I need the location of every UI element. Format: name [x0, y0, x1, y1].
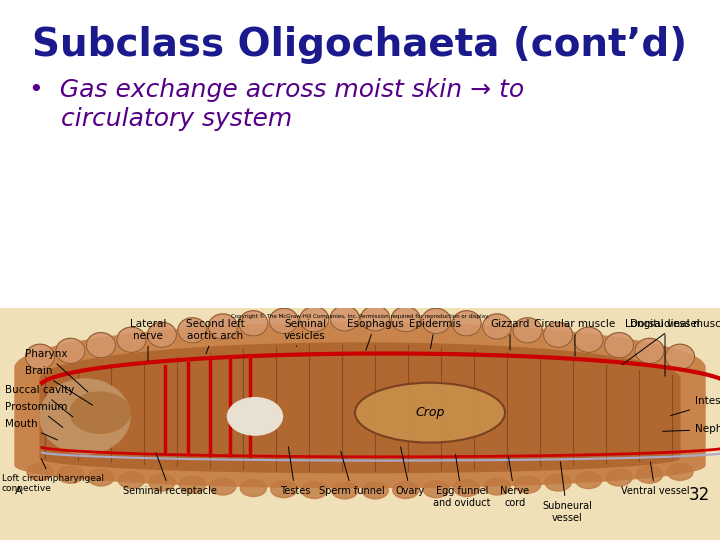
Text: Subclass Oligochaeta (cont’d): Subclass Oligochaeta (cont’d): [32, 26, 688, 64]
Ellipse shape: [70, 392, 130, 433]
Text: Copyright © The McGraw-Hill Companies, Inc. Permission required for reproduction: Copyright © The McGraw-Hill Companies, I…: [231, 314, 489, 320]
Ellipse shape: [330, 306, 359, 331]
Ellipse shape: [515, 476, 541, 493]
Text: Lateral
nerve: Lateral nerve: [130, 319, 166, 361]
Text: Dorsal vessel: Dorsal vessel: [630, 319, 700, 376]
Ellipse shape: [482, 314, 512, 339]
Ellipse shape: [86, 333, 115, 357]
Text: Circular muscle: Circular muscle: [534, 319, 616, 356]
Ellipse shape: [667, 463, 693, 481]
Text: circulatory system: circulatory system: [29, 107, 292, 131]
Ellipse shape: [606, 469, 632, 486]
Polygon shape: [40, 343, 680, 472]
Ellipse shape: [240, 480, 266, 496]
Text: Ovary: Ovary: [395, 447, 425, 496]
Ellipse shape: [301, 482, 328, 498]
Text: Pharynx: Pharynx: [25, 349, 88, 392]
Text: Subneural
vessel: Subneural vessel: [542, 462, 592, 523]
Text: A: A: [15, 486, 22, 496]
Ellipse shape: [484, 478, 510, 495]
Text: Prostomium: Prostomium: [5, 402, 68, 428]
Ellipse shape: [636, 467, 662, 483]
Ellipse shape: [545, 474, 571, 491]
Ellipse shape: [635, 338, 664, 363]
Ellipse shape: [88, 469, 114, 486]
Text: 32: 32: [689, 486, 710, 504]
Ellipse shape: [544, 322, 572, 347]
Text: Egg funnel
and oviduct: Egg funnel and oviduct: [433, 454, 491, 508]
Ellipse shape: [118, 472, 145, 489]
Text: Nephridium: Nephridium: [663, 424, 720, 434]
Text: •  Gas exchange across moist skin → to: • Gas exchange across moist skin → to: [29, 78, 524, 102]
Ellipse shape: [361, 306, 390, 331]
Ellipse shape: [355, 383, 505, 443]
Ellipse shape: [574, 327, 603, 352]
Ellipse shape: [25, 344, 55, 369]
Text: Crop: Crop: [415, 406, 445, 419]
Ellipse shape: [27, 463, 53, 481]
Ellipse shape: [40, 379, 130, 454]
Ellipse shape: [452, 310, 481, 336]
Ellipse shape: [228, 397, 282, 435]
Polygon shape: [15, 323, 705, 488]
Text: Loft circumpharyngeal
connective: Loft circumpharyngeal connective: [2, 458, 104, 494]
Text: Esophagus: Esophagus: [346, 319, 403, 350]
Ellipse shape: [269, 308, 298, 334]
Text: Gizzard: Gizzard: [490, 319, 530, 350]
Ellipse shape: [56, 338, 85, 363]
Text: Brain: Brain: [25, 367, 93, 405]
Ellipse shape: [148, 322, 176, 347]
Ellipse shape: [58, 467, 84, 483]
Text: Second left
aortic arch: Second left aortic arch: [186, 319, 244, 354]
Ellipse shape: [575, 472, 602, 489]
Ellipse shape: [332, 482, 358, 499]
Text: Testes: Testes: [280, 447, 310, 496]
Ellipse shape: [178, 318, 207, 343]
Ellipse shape: [454, 480, 480, 496]
Text: Mouth: Mouth: [5, 419, 58, 440]
Ellipse shape: [117, 327, 146, 352]
Text: Seminal
vesicles: Seminal vesicles: [284, 319, 326, 347]
Ellipse shape: [513, 318, 542, 343]
Text: Buccal cavity: Buccal cavity: [5, 385, 74, 417]
Text: Sperm funnel: Sperm funnel: [319, 451, 385, 496]
Ellipse shape: [239, 310, 268, 336]
Text: Nerve
cord: Nerve cord: [500, 457, 530, 508]
Ellipse shape: [362, 482, 388, 499]
Ellipse shape: [208, 314, 238, 339]
Text: Intestine: Intestine: [670, 396, 720, 416]
Ellipse shape: [392, 482, 419, 498]
Text: Ventral vessel: Ventral vessel: [621, 462, 689, 496]
Ellipse shape: [423, 481, 449, 498]
Ellipse shape: [210, 478, 236, 495]
Ellipse shape: [179, 476, 205, 493]
Ellipse shape: [422, 308, 451, 334]
Ellipse shape: [149, 474, 175, 491]
Ellipse shape: [300, 307, 329, 332]
Ellipse shape: [605, 333, 634, 357]
Ellipse shape: [271, 481, 297, 498]
Ellipse shape: [665, 344, 695, 369]
Text: Epidermis: Epidermis: [409, 319, 461, 348]
Ellipse shape: [391, 307, 420, 332]
Text: Seminal receptacle: Seminal receptacle: [123, 453, 217, 496]
Text: Longitudinal muscle: Longitudinal muscle: [622, 319, 720, 364]
